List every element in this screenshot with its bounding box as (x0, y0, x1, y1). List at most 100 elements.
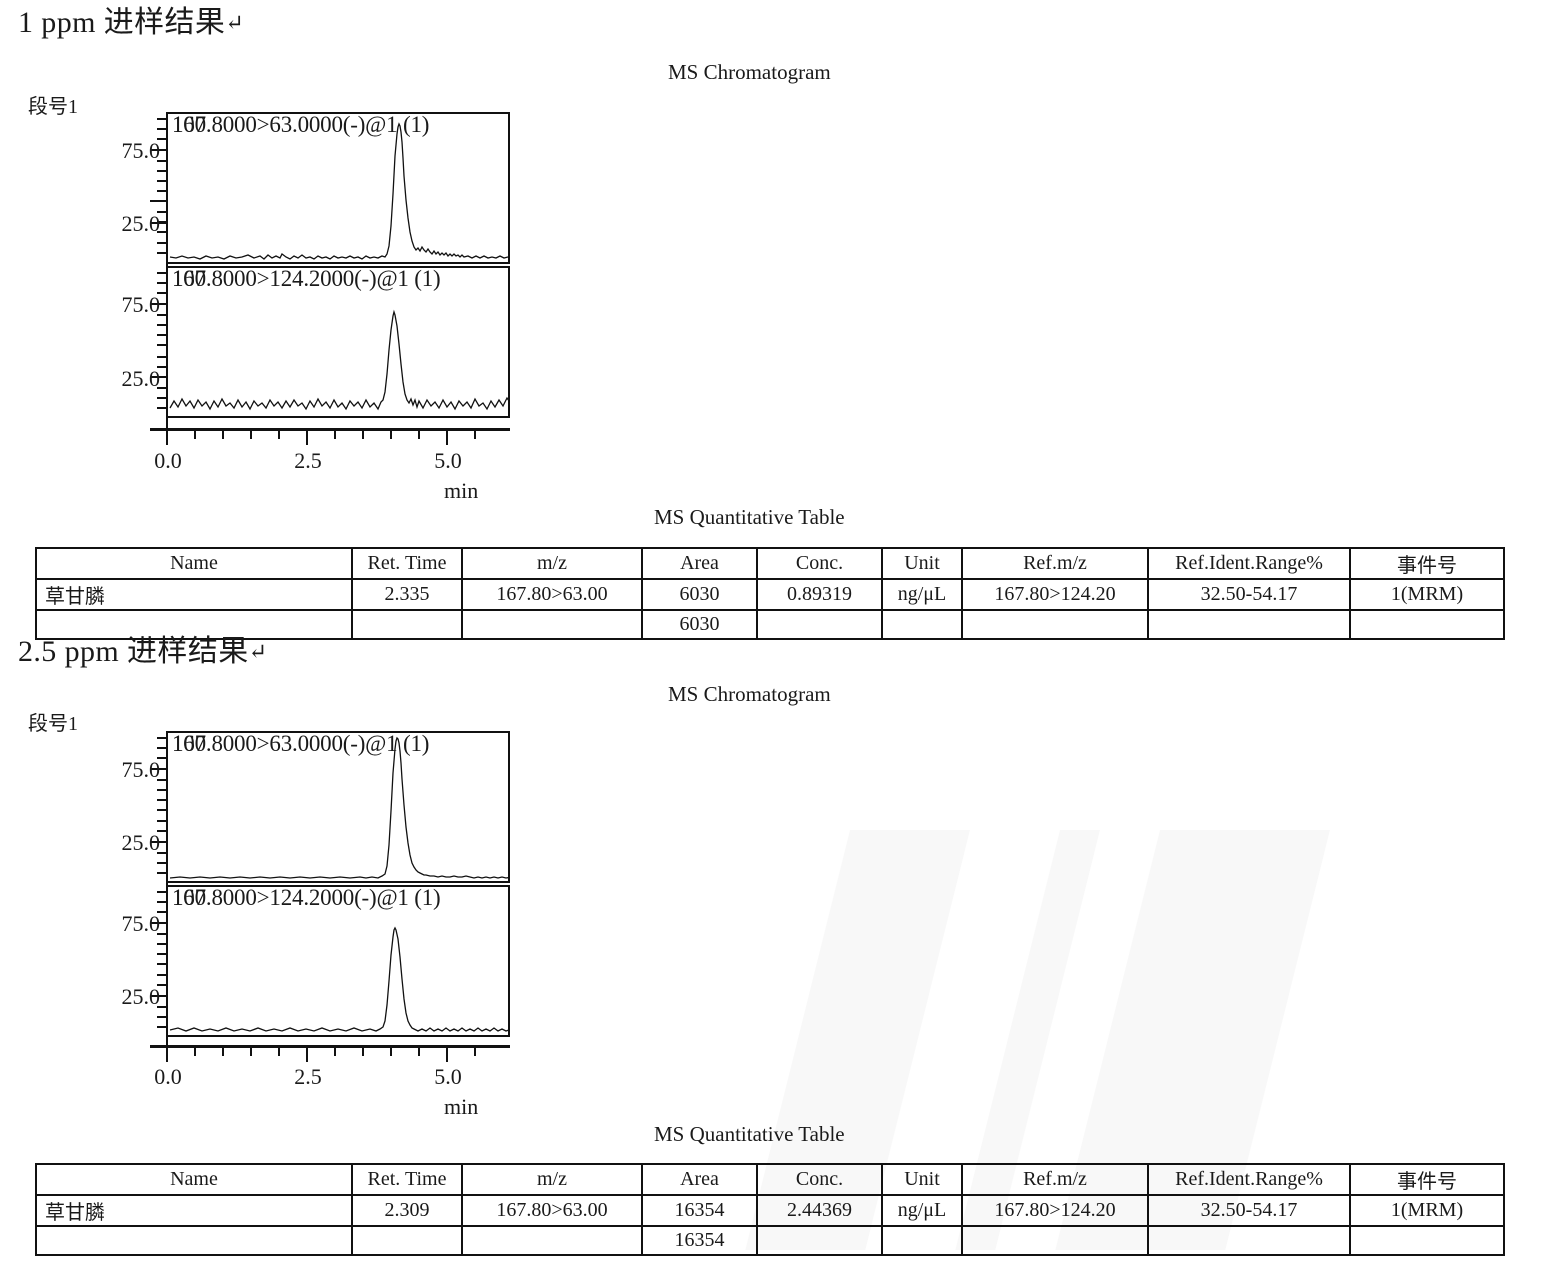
table-header-row: Name Ret. Time m/z Area Conc. Unit Ref.m… (35, 547, 1505, 580)
x-tick-label-1-2: 5.0 (434, 448, 462, 473)
trace-label-1a: 167.8000>167.8000>63.0000(-)@1 (1)100 (172, 112, 429, 138)
trace-label-2b-overprint: 167.8000>167.8000>124.2000(-)@1 (1)100 (172, 885, 441, 911)
y-tick-label-1b-75: 75.0 (121, 292, 161, 317)
x-tick-label-1-1: 2.5 (294, 448, 322, 473)
col-ret-time: Ret. Time (351, 547, 463, 580)
table-row: 6030 (35, 609, 1505, 640)
trace-panel-1b: 167.8000>167.8000>124.2000(-)@1 (1)100 (166, 266, 510, 418)
y-tick-label-2b-75: 75.0 (121, 911, 161, 936)
cell-mz (461, 609, 643, 640)
table-row: 草甘膦 2.335 167.80>63.00 6030 0.89319 ng/μ… (35, 578, 1505, 611)
cell-event: 1(MRM) (1349, 578, 1505, 611)
trace-label-1a-scale: 100 (172, 112, 206, 137)
chromatogram-title-1: MS Chromatogram (668, 60, 831, 84)
col-ret-time: Ret. Time (351, 1163, 463, 1196)
cell-ref-ident-range: 32.50-54.17 (1147, 1194, 1351, 1227)
col-area: Area (641, 547, 758, 580)
col-event: 事件号 (1349, 547, 1505, 580)
col-event: 事件号 (1349, 1163, 1505, 1196)
cell-ref-mz (961, 1225, 1149, 1256)
trace-label-1b-scale: 100 (172, 266, 206, 291)
cell-area-total: 16354 (641, 1225, 758, 1256)
col-ref-mz: Ref.m/z (961, 547, 1149, 580)
col-unit: Unit (881, 547, 963, 580)
cell-name: 草甘膦 (35, 578, 353, 611)
trace-label-1b: 167.8000>167.8000>124.2000(-)@1 (1)100 (172, 266, 441, 292)
trace-label-2a: 167.8000>167.8000>63.0000(-)@1 (1)100 (172, 733, 429, 757)
trace-label-1b-overprint: 167.8000>167.8000>124.2000(-)@1 (1)100 (172, 266, 441, 292)
col-conc: Conc. (756, 1163, 883, 1196)
col-name: Name (35, 547, 353, 580)
trace-panel-2b: 167.8000>167.8000>124.2000(-)@1 (1)100 (166, 885, 510, 1037)
cell-ret-time: 2.309 (351, 1194, 463, 1227)
cell-conc: 2.44369 (756, 1194, 883, 1227)
table-header-row: Name Ret. Time m/z Area Conc. Unit Ref.m… (35, 1163, 1505, 1196)
cell-mz: 167.80>63.00 (461, 578, 643, 611)
trace-label-2b-scale: 100 (172, 885, 206, 910)
trace-label-1b-mz: 167.8000>124.2000(-)@1 (1) (172, 266, 441, 291)
cell-area: 16354 (641, 1194, 758, 1227)
trace-panel-1a: 167.8000>167.8000>63.0000(-)@1 (1)100 (166, 112, 510, 264)
col-area: Area (641, 1163, 758, 1196)
quant-table-1: Name Ret. Time m/z Area Conc. Unit Ref.m… (35, 547, 1505, 640)
trace-label-2a-mz: 167.8000>63.0000(-)@1 (1) (172, 731, 430, 756)
x-tick-label-2-2: 5.0 (434, 1064, 462, 1089)
cell-ref-ident-range (1147, 1225, 1351, 1256)
x-tick-label-2-0: 0.0 (154, 1064, 182, 1089)
cell-ref-mz: 167.80>124.20 (961, 1194, 1149, 1227)
trace-line-2b (169, 926, 508, 1032)
x-axis-unit-1: min (444, 478, 479, 503)
cell-event: 1(MRM) (1349, 1194, 1505, 1227)
x-tick-label-2-1: 2.5 (294, 1064, 322, 1089)
cell-mz: 167.80>63.00 (461, 1194, 643, 1227)
section-1-heading: 1 ppm 进样结果↵ (18, 8, 244, 38)
cell-ref-mz: 167.80>124.20 (961, 578, 1149, 611)
chromatogram-title-2: MS Chromatogram (668, 682, 831, 706)
cell-conc (756, 1225, 883, 1256)
cell-conc: 0.89319 (756, 578, 883, 611)
cell-name: 草甘膦 (35, 1194, 353, 1227)
cell-ret-time (351, 1225, 463, 1256)
y-tick-label-2a-25: 25.0 (121, 830, 161, 855)
trace-label-2a-overprint: 167.8000>167.8000>63.0000(-)@1 (1)100 (172, 733, 429, 757)
trace-label-2b-mz: 167.8000>124.2000(-)@1 (1) (172, 885, 441, 910)
trace-line-1b (169, 309, 508, 411)
col-conc: Conc. (756, 547, 883, 580)
cell-ref-ident-range (1147, 609, 1351, 640)
trace-label-2b: 167.8000>167.8000>124.2000(-)@1 (1)100 (172, 885, 441, 911)
trace-label-1a-overprint: 167.8000>167.8000>63.0000(-)@1 (1)100 (172, 112, 429, 138)
cell-mz (461, 1225, 643, 1256)
section-2-heading: 2.5 ppm 进样结果↵ (18, 637, 267, 667)
col-ref-mz: Ref.m/z (961, 1163, 1149, 1196)
x-axis-spine-1 (150, 428, 510, 431)
cell-conc (756, 609, 883, 640)
cell-ret-time (351, 609, 463, 640)
y-tick-label-2a-75: 75.0 (121, 757, 161, 782)
cell-ret-time: 2.335 (351, 578, 463, 611)
x-axis-unit-2: min (444, 1094, 479, 1119)
col-unit: Unit (881, 1163, 963, 1196)
quant-table-2: Name Ret. Time m/z Area Conc. Unit Ref.m… (35, 1163, 1505, 1256)
table-row: 16354 (35, 1225, 1505, 1256)
quant-table-title-2: MS Quantitative Table (654, 1122, 845, 1146)
cell-unit (881, 609, 963, 640)
section-1-heading-text: 1 ppm 进样结果 (18, 6, 226, 39)
section-2-heading-text: 2.5 ppm 进样结果 (18, 635, 249, 668)
col-mz: m/z (461, 1163, 643, 1196)
col-name: Name (35, 1163, 353, 1196)
cell-ref-mz (961, 609, 1149, 640)
trace-line-1a (169, 122, 508, 260)
quant-table-title-1: MS Quantitative Table (654, 505, 845, 529)
pilcrow-icon: ↵ (248, 639, 268, 664)
x-axis-spine-2 (150, 1045, 510, 1048)
cell-unit (881, 1225, 963, 1256)
cell-ref-ident-range: 32.50-54.17 (1147, 578, 1351, 611)
segment-label-2: 段号1 (28, 713, 78, 735)
pilcrow-icon: ↵ (225, 10, 245, 35)
col-ref-ident-range: Ref.Ident.Range% (1147, 547, 1351, 580)
table-row: 草甘膦 2.309 167.80>63.00 16354 2.44369 ng/… (35, 1194, 1505, 1227)
segment-label-1: 段号1 (28, 96, 78, 118)
trace-line-2a (169, 736, 508, 879)
col-ref-ident-range: Ref.Ident.Range% (1147, 1163, 1351, 1196)
y-tick-label-1a-75: 75.0 (121, 138, 161, 163)
